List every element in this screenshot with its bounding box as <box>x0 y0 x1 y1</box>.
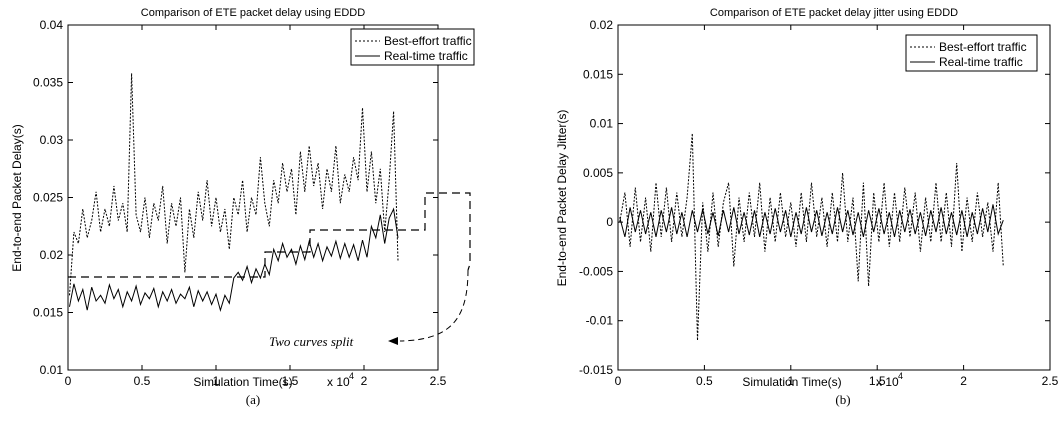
chart-b-title: Comparison of ETE packet delay jitter us… <box>710 7 958 19</box>
chart-b-x-label: Simulation Time(s) <box>742 375 841 389</box>
chart-b-caption: (b) <box>835 392 850 407</box>
chart-a-y-ticks: 0.01 0.015 0.02 0.025 0.03 0.035 0.04 <box>33 18 438 377</box>
chart-a-x-exponent: x 10 <box>327 375 350 389</box>
chart-a-step-threshold-line <box>68 192 471 278</box>
chart-a-series <box>69 73 399 313</box>
chart-a-x-tick-label: 1.5 <box>282 374 299 388</box>
chart-a-x-tick-label: 0.5 <box>134 374 151 388</box>
chart-b-y-tick-label: 0.01 <box>590 117 614 131</box>
chart-a-x-tick-label: 1 <box>213 374 220 388</box>
chart-a-series-line-best-effort <box>69 73 399 296</box>
chart-a-y-tick-label: 0.04 <box>40 18 64 32</box>
chart-a-y-tick-label: 0.035 <box>33 76 63 90</box>
chart-b-legend-label-best-effort: Best-effort traffic <box>939 40 1027 54</box>
chart-a-x-tick-label: 2.5 <box>430 374 447 388</box>
chart-a-plot-area <box>67 24 439 371</box>
chart-a-series-line-real-time <box>69 207 399 313</box>
chart-a-y-tick-label: 0.03 <box>40 133 64 147</box>
arrow-left-icon <box>388 337 398 345</box>
chart-a-annotation: Two curves split <box>269 334 354 349</box>
chart-a-y-tick-label: 0.025 <box>33 191 63 205</box>
chart-b-y-tick-label: 0.005 <box>583 166 613 180</box>
chart-b-y-tick-label: 0 <box>606 215 613 229</box>
chart-a-annotation-arrow-line <box>399 269 469 342</box>
chart-b-legend-label-real-time: Real-time traffic <box>939 55 1023 69</box>
chart-b-y-tick-label: -0.005 <box>579 264 613 278</box>
chart-b-x-tick-label: 2 <box>960 374 967 388</box>
chart-b-x-tick-label: 0.5 <box>696 374 713 388</box>
chart-b-x-tick-label: 1.5 <box>869 374 886 388</box>
chart-b-y-tick-label: -0.01 <box>586 314 614 328</box>
chart-a-title: Comparison of ETE packet delay using EDD… <box>141 7 365 19</box>
chart-a-x-exponent-power: 4 <box>349 371 354 381</box>
panel-a: Comparison of ETE packet delay using EDD… <box>10 7 475 407</box>
chart-b-y-tick-label: -0.015 <box>579 363 613 377</box>
chart-b-y-ticks: -0.015 -0.01 -0.005 0 0.005 0.01 0.015 0.02 <box>579 18 1050 377</box>
chart-b-legend <box>905 34 1038 72</box>
chart-b-x-tick-label: 1 <box>787 374 794 388</box>
chart-a-x-ticks: 0 0.5 1 1.5 2 2.5 <box>65 25 447 388</box>
chart-a-y-label: End-to-end Packet Delay(s) <box>10 124 24 271</box>
chart-b-x-ticks: 0 0.5 1 1.5 2 2.5 <box>615 25 1059 388</box>
chart-b-series-line-best-effort <box>619 133 1004 341</box>
chart-b-series <box>619 133 1004 341</box>
panel-b: Comparison of ETE packet delay jitter us… <box>555 7 1059 407</box>
chart-b-x-exponent: x 10 <box>876 375 899 389</box>
chart-b-y-label: End-to-end Packet Delay Jitter(s) <box>555 110 569 287</box>
chart-b-x-exponent-power: 4 <box>898 371 903 381</box>
chart-b-series-line-real-time <box>619 204 1004 238</box>
chart-b-plot-area <box>617 24 1051 371</box>
chart-b-x-tick-label: 2.5 <box>1042 374 1059 388</box>
chart-a-caption: (a) <box>246 392 260 407</box>
chart-b-y-tick-label: 0.02 <box>590 18 614 32</box>
chart-b-y-tick-label: 0.015 <box>583 67 613 81</box>
chart-a-legend-label-real-time: Real-time traffic <box>384 49 468 63</box>
chart-a-legend-label-best-effort: Best-effort traffic <box>384 34 472 48</box>
chart-a-x-label: Simulation Time(s) <box>193 375 292 389</box>
chart-a-y-tick-label: 0.01 <box>40 363 64 377</box>
chart-a-y-tick-label: 0.015 <box>33 306 63 320</box>
chart-a-y-tick-label: 0.02 <box>40 248 64 262</box>
chart-a-x-tick-label: 2 <box>361 374 368 388</box>
chart-a-x-tick-label: 0 <box>65 374 72 388</box>
chart-a-legend <box>350 28 475 66</box>
chart-b-x-tick-label: 0 <box>615 374 622 388</box>
